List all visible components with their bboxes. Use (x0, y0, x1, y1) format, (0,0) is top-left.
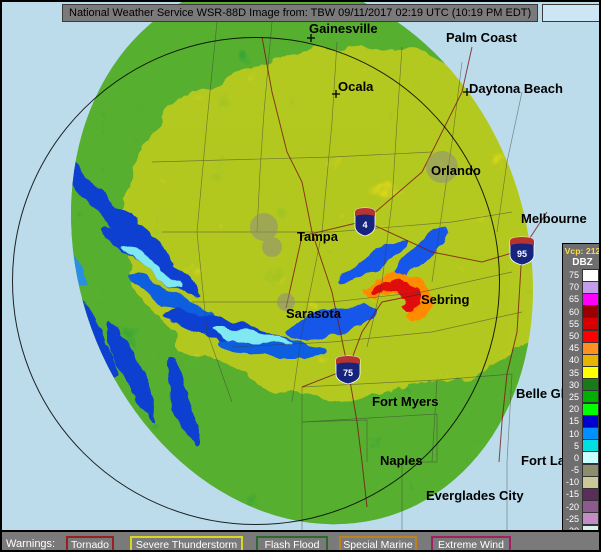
svg-text:Orlando: Orlando (431, 163, 481, 178)
svg-text:Tampa: Tampa (297, 229, 339, 244)
svg-text:Sebring: Sebring (421, 292, 469, 307)
svg-text:Fort Myers: Fort Myers (372, 394, 438, 409)
svg-text:Ocala: Ocala (338, 79, 374, 94)
svg-text:Everglades City: Everglades City (426, 488, 524, 503)
svg-text:Naples: Naples (380, 453, 423, 468)
svg-text:Palm Coast: Palm Coast (446, 30, 517, 45)
svg-text:Gainesville: Gainesville (309, 21, 378, 36)
svg-text:75: 75 (343, 368, 353, 378)
svg-text:4: 4 (362, 220, 367, 230)
svg-text:Sarasota: Sarasota (286, 306, 342, 321)
svg-text:Daytona Beach: Daytona Beach (469, 81, 563, 96)
svg-text:Melbourne: Melbourne (521, 211, 587, 226)
svg-text:95: 95 (517, 249, 527, 259)
